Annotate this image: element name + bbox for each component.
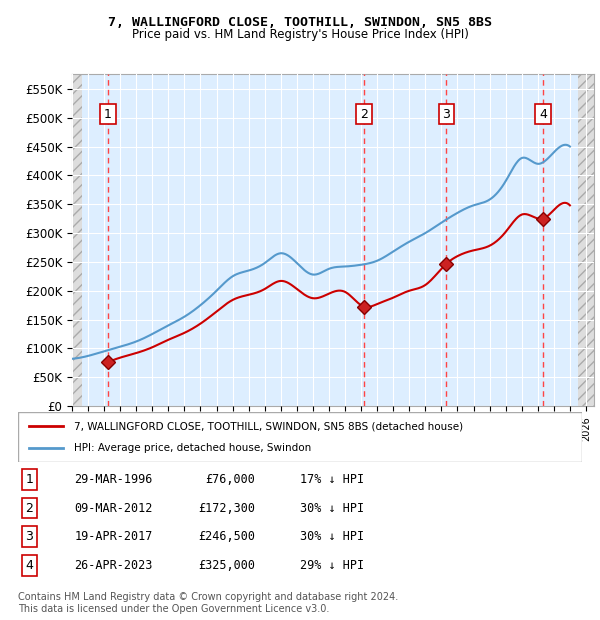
- Text: 19-APR-2017: 19-APR-2017: [74, 530, 153, 543]
- Text: 29-MAR-1996: 29-MAR-1996: [74, 473, 153, 486]
- Bar: [72, 74, 82, 406]
- Text: £246,500: £246,500: [198, 530, 255, 543]
- Text: 4: 4: [539, 108, 547, 121]
- Text: 1: 1: [104, 108, 112, 121]
- Text: 26-APR-2023: 26-APR-2023: [74, 559, 153, 572]
- Bar: [578, 74, 594, 406]
- Text: 7, WALLINGFORD CLOSE, TOOTHILL, SWINDON, SN5 8BS: 7, WALLINGFORD CLOSE, TOOTHILL, SWINDON,…: [108, 16, 492, 29]
- Text: £76,000: £76,000: [205, 473, 255, 486]
- Text: 3: 3: [25, 530, 33, 543]
- FancyBboxPatch shape: [18, 412, 582, 462]
- Text: 30% ↓ HPI: 30% ↓ HPI: [300, 502, 364, 515]
- Text: 29% ↓ HPI: 29% ↓ HPI: [300, 559, 364, 572]
- Text: 2: 2: [360, 108, 368, 121]
- Text: 2: 2: [25, 502, 33, 515]
- Text: 7, WALLINGFORD CLOSE, TOOTHILL, SWINDON, SN5 8BS (detached house): 7, WALLINGFORD CLOSE, TOOTHILL, SWINDON,…: [74, 421, 464, 431]
- Text: 09-MAR-2012: 09-MAR-2012: [74, 502, 153, 515]
- Text: Contains HM Land Registry data © Crown copyright and database right 2024.
This d: Contains HM Land Registry data © Crown c…: [18, 592, 398, 614]
- Text: 1: 1: [25, 473, 33, 486]
- Text: Price paid vs. HM Land Registry's House Price Index (HPI): Price paid vs. HM Land Registry's House …: [131, 28, 469, 41]
- Text: HPI: Average price, detached house, Swindon: HPI: Average price, detached house, Swin…: [74, 443, 311, 453]
- Text: 30% ↓ HPI: 30% ↓ HPI: [300, 530, 364, 543]
- Text: 4: 4: [25, 559, 33, 572]
- Text: 3: 3: [442, 108, 450, 121]
- Text: 17% ↓ HPI: 17% ↓ HPI: [300, 473, 364, 486]
- Text: £325,000: £325,000: [198, 559, 255, 572]
- Text: £172,300: £172,300: [198, 502, 255, 515]
